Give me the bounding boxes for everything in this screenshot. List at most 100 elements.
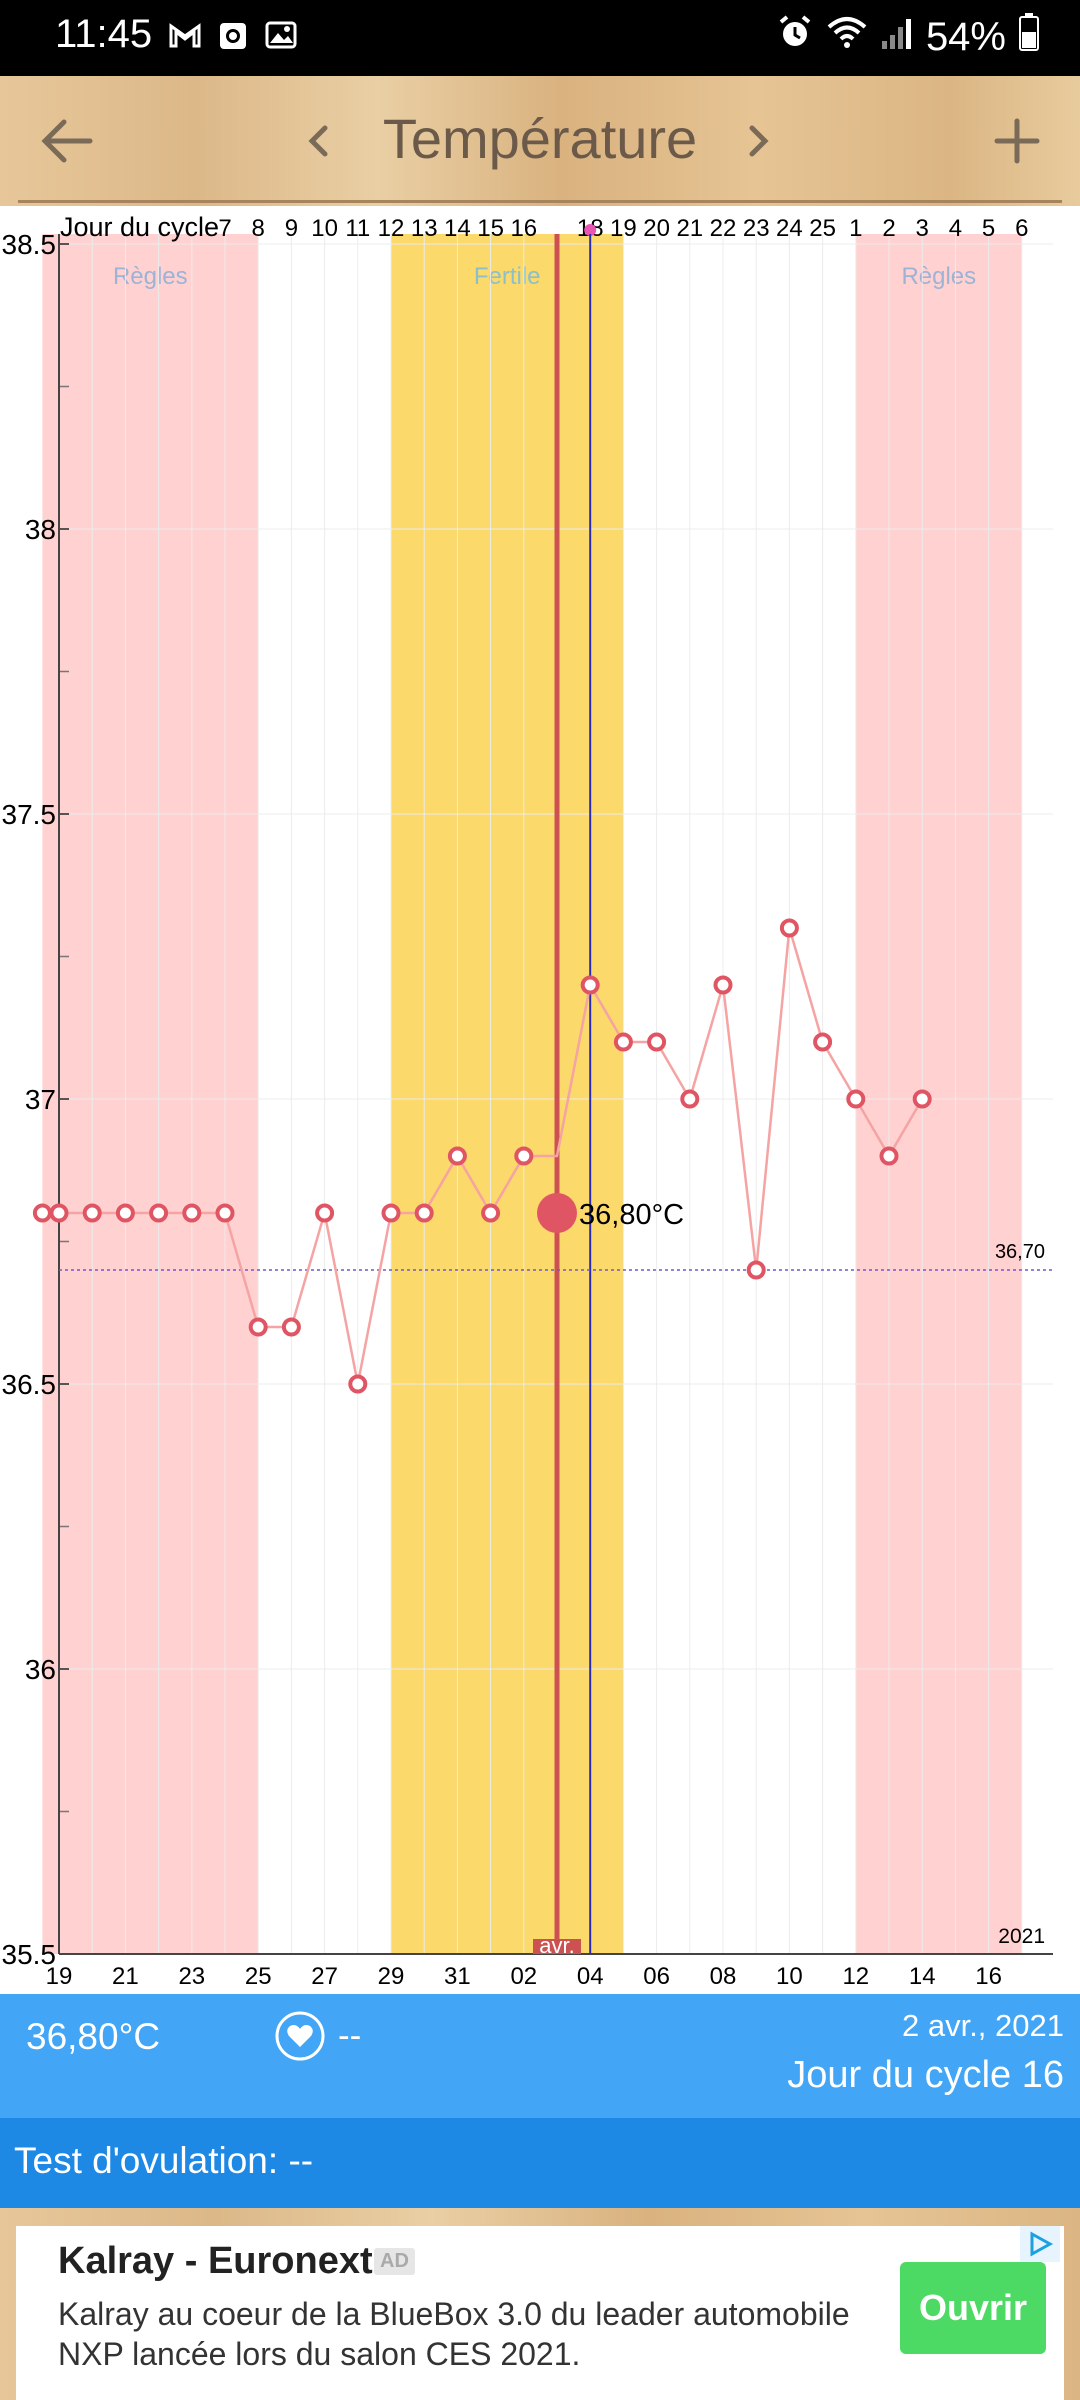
- wifi-icon: [826, 13, 868, 61]
- month-marker: [533, 1939, 581, 1954]
- ad-text: Kalray au coeur de la BlueBox 3.0 du lea…: [58, 2296, 850, 2372]
- temperature-point[interactable]: [49, 1203, 69, 1223]
- temperature-point[interactable]: [481, 1203, 501, 1223]
- temperature-point[interactable]: [879, 1146, 899, 1166]
- y-tick-label: 36.5: [2, 1369, 57, 1400]
- selected-temperature: 36,80°C: [26, 2016, 161, 2057]
- battery-level: 54%: [925, 14, 1006, 59]
- date-tick-label: 14: [909, 1963, 936, 1990]
- chevron-left-icon: [308, 125, 328, 157]
- month-label: avr.: [539, 1933, 574, 1958]
- cycle-day-label: 19: [610, 215, 637, 242]
- cycle-day-label: 1: [849, 215, 862, 242]
- y-tick-label: 35.5: [2, 1939, 57, 1970]
- app-bar-divider: [18, 200, 1062, 203]
- temperature-point[interactable]: [846, 1089, 866, 1109]
- temperature-point[interactable]: [414, 1203, 434, 1223]
- temperature-point[interactable]: [447, 1146, 467, 1166]
- back-button[interactable]: [32, 106, 102, 176]
- cycle-day-label: 9: [285, 215, 298, 242]
- date-tick-label: 23: [178, 1963, 205, 1990]
- temperature-point[interactable]: [746, 1260, 766, 1280]
- cycle-day-axis-title: Jour du cycle: [60, 212, 219, 242]
- temperature-point[interactable]: [647, 1032, 667, 1052]
- ad-title[interactable]: Kalray - Euronext: [58, 2240, 373, 2282]
- date-tick-label: 04: [577, 1963, 604, 1990]
- temperature-point[interactable]: [82, 1203, 102, 1223]
- temperature-chart[interactable]: Règles Fertile Règles Jour du cycle 7 8 9 10 1…: [0, 206, 1080, 1994]
- ad-card[interactable]: Kalray - Euronext AD Kalray au coeur de …: [16, 2226, 1064, 2400]
- gallery-icon: [264, 18, 298, 52]
- regles-band: [855, 234, 1022, 1954]
- temperature-point[interactable]: [813, 1032, 833, 1052]
- cycle-day-label: 16: [510, 215, 537, 242]
- cycle-day-label: 21: [676, 215, 703, 242]
- temperature-point[interactable]: [613, 1032, 633, 1052]
- ovulation-marker-icon: [584, 224, 597, 236]
- temperature-point[interactable]: [912, 1089, 932, 1109]
- cycle-day-label: 5: [982, 215, 995, 242]
- date-tick-label: 08: [710, 1963, 737, 1990]
- date-tick-label: 12: [842, 1963, 869, 1990]
- date-tick-label: 21: [112, 1963, 139, 1990]
- temperature-point[interactable]: [348, 1374, 368, 1394]
- date-tick-label: 02: [510, 1963, 537, 1990]
- temperature-point[interactable]: [281, 1317, 301, 1337]
- cycle-day-label: 14: [444, 215, 471, 242]
- cycle-day-label: 15: [477, 215, 504, 242]
- temperature-point[interactable]: [115, 1203, 135, 1223]
- temperature-point[interactable]: [315, 1203, 335, 1223]
- temperature-point[interactable]: [713, 975, 733, 995]
- date-tick-label: 29: [378, 1963, 405, 1990]
- cycle-day-label: 6: [1015, 215, 1028, 242]
- y-tick-label: 36: [25, 1654, 56, 1685]
- temperature-point[interactable]: [182, 1203, 202, 1223]
- temperature-point[interactable]: [779, 918, 799, 938]
- signal-icon: [880, 13, 914, 61]
- selected-date: 2 avr., 2021: [901, 2008, 1064, 2043]
- cycle-day-label: 8: [252, 215, 265, 242]
- adchoices-icon[interactable]: [1020, 2226, 1060, 2267]
- app-bar: Température: [0, 76, 1080, 206]
- regles-band-label: Règles: [113, 263, 188, 290]
- cycle-day-label: 22: [710, 215, 737, 242]
- y-tick-label: 37: [25, 1084, 56, 1115]
- temperature-point[interactable]: [680, 1089, 700, 1109]
- selected-day-info[interactable]: 36,80°C -- 2 avr., 2021 Jour du cycle 16: [0, 1994, 1080, 2118]
- temperature-point[interactable]: [514, 1146, 534, 1166]
- temperature-line: [42, 927, 924, 1385]
- temperature-point[interactable]: [580, 975, 600, 995]
- next-cycle-button[interactable]: [722, 106, 792, 176]
- cycle-day-label: 25: [809, 215, 836, 242]
- previous-cycle-button[interactable]: [285, 106, 355, 176]
- temperature-point[interactable]: [32, 1203, 52, 1223]
- cycle-day-label: 24: [776, 215, 803, 242]
- cycle-day-label: 13: [411, 215, 438, 242]
- cycle-day-label: 7: [218, 215, 231, 242]
- ad-banner-area: Kalray - Euronext AD Kalray au coeur de …: [0, 2208, 1080, 2400]
- ovulation-test-row[interactable]: Test d'ovulation: --: [0, 2118, 1080, 2208]
- status-bar: 11:45 54%: [0, 0, 1080, 76]
- selected-cycle-day: Jour du cycle 16: [787, 2054, 1064, 2096]
- selected-point-label: 36,80°C: [579, 1199, 684, 1231]
- date-tick-label: 27: [311, 1963, 338, 1990]
- arrow-back-icon: [41, 119, 93, 163]
- cycle-day-label: 4: [949, 215, 962, 242]
- cycle-day-label: 12: [378, 215, 405, 242]
- fertile-band-label: Fertile: [474, 263, 541, 290]
- battery-icon: [1018, 12, 1040, 62]
- plus-icon: [994, 118, 1040, 164]
- selected-point[interactable]: [537, 1193, 577, 1233]
- temperature-point[interactable]: [215, 1203, 235, 1223]
- date-tick-label: 25: [245, 1963, 272, 1990]
- year-label: 2021: [998, 1925, 1045, 1948]
- ad-cta-button[interactable]: Ouvrir: [900, 2262, 1046, 2354]
- status-time: 11:45: [55, 12, 153, 56]
- heart-icon: [274, 2010, 326, 2067]
- date-tick-label: 19: [46, 1963, 73, 1990]
- temperature-point[interactable]: [149, 1203, 169, 1223]
- add-button[interactable]: [982, 106, 1052, 176]
- alarm-clock-app-icon: [216, 18, 250, 52]
- temperature-point[interactable]: [381, 1203, 401, 1223]
- temperature-point[interactable]: [248, 1317, 268, 1337]
